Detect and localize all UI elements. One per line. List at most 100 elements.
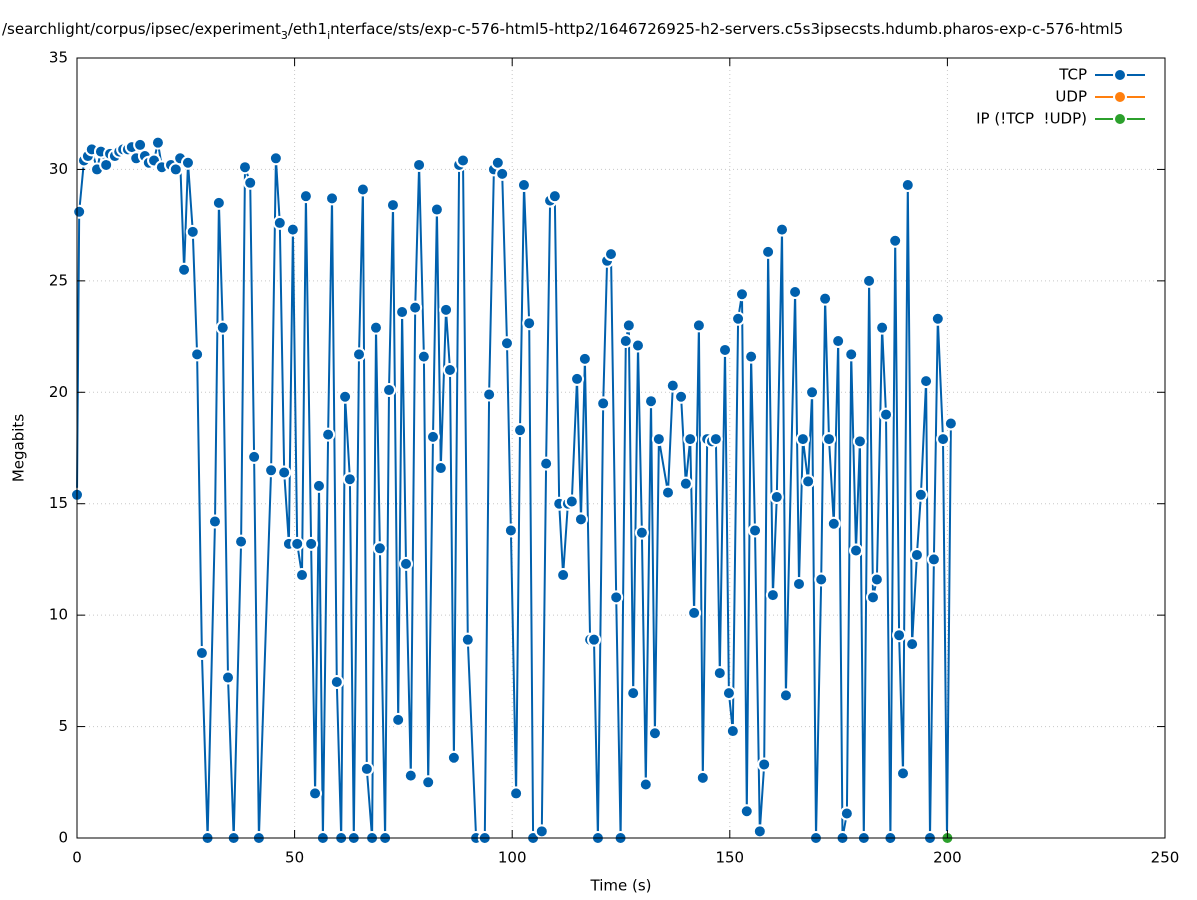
data-point [211,195,226,210]
y-tick-label: 10 [49,606,68,624]
title-subscript: 3 [281,29,288,42]
data-point [900,178,915,193]
data-point [761,244,776,259]
y-tick-label: 15 [49,494,68,512]
data-point [321,427,336,442]
data-point [752,824,767,839]
data-point [325,191,340,206]
data-point [412,157,427,172]
data-point [687,605,702,620]
data-point [456,153,471,168]
title-part: /searchlight/corpus/ipsec/experiment [2,20,281,38]
title-part: /eth1 [288,20,327,38]
data-point [564,494,579,509]
data-point [638,777,653,792]
data-point [372,541,387,556]
data-point [577,351,592,366]
data-point [556,568,571,583]
data-point [651,432,666,447]
data-point [826,516,841,531]
data-point [587,632,602,647]
data-point [748,523,763,538]
y-tick-label: 20 [49,383,68,401]
data-point [272,215,287,230]
x-tick-label: 50 [285,849,304,867]
data-point [499,336,514,351]
data-point [338,389,353,404]
data-point [791,576,806,591]
legend: TCP UDP IP (!TCP !UDP) [976,66,1145,128]
x-tick-label: 100 [498,849,527,867]
x-tick-label: 150 [715,849,744,867]
data-point [539,456,554,471]
data-point [731,311,746,326]
data-point [234,534,249,549]
data-point [788,285,803,299]
legend-marker [1113,90,1127,104]
data-point [355,182,370,197]
data-point [596,396,611,411]
data-point [674,389,689,404]
title-part: nterface/sts/exp-c-576-html5-http2/16467… [330,20,1123,38]
data-point [718,342,733,357]
data-point [190,347,205,362]
data-point [547,189,562,204]
x-tick-label: 200 [933,849,962,867]
data-point [285,222,300,237]
data-point [72,204,87,219]
data-point [661,485,676,500]
data-point [739,804,754,819]
data-point [943,416,958,431]
data-point [416,349,431,364]
data-point [194,646,209,661]
data-point [215,320,230,335]
data-point [421,775,436,790]
data-point [888,233,903,248]
data-point [765,588,780,603]
data-point [294,568,309,583]
y-tick-label: 30 [49,160,68,178]
data-point [862,273,877,288]
data-point [429,202,444,217]
data-point [839,806,854,821]
data-point [909,547,924,562]
data-point [919,374,934,389]
plot-frame [76,57,1166,839]
data-point [513,423,528,438]
data-point [308,786,323,801]
data-point [243,175,258,190]
data-point [237,160,252,175]
data-point [133,137,148,152]
legend-label: TCP [1058,66,1087,84]
data-point [630,338,645,353]
data-point [647,726,662,741]
data-point [264,463,279,478]
data-point [382,383,397,398]
data-point [695,770,710,785]
data-point [634,525,649,540]
data-point [678,476,693,491]
data-point [395,305,410,320]
data-point [708,432,723,447]
data-point [207,514,222,529]
data-point [268,151,283,166]
data-point [818,291,833,306]
data-point [277,465,292,480]
data-point [180,155,195,170]
data-point [725,724,740,739]
data-point [425,429,440,444]
data-point [573,512,588,527]
data-point [603,247,618,262]
data-point [509,786,524,801]
data-point [522,316,537,331]
legend-label: UDP [1055,88,1087,106]
data-point [913,487,928,502]
data-point [433,461,448,476]
data-point [805,385,820,400]
data-point [879,407,894,422]
y-axis-label: Megabits [10,414,28,482]
data-point [460,632,475,647]
data-point [744,349,759,364]
x-tick-label: 0 [72,849,82,867]
